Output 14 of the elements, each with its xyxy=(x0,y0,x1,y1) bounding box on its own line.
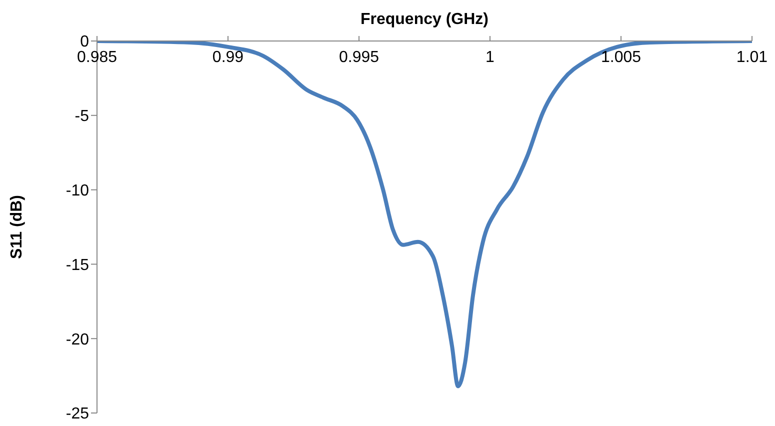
x-tick-label: 0.99 xyxy=(212,49,244,66)
x-tick-label: 0.995 xyxy=(338,49,380,66)
x-tick-label: 1.01 xyxy=(736,49,768,66)
x-tick-label: 1.005 xyxy=(600,49,642,66)
y-tick-label: -20 xyxy=(66,331,90,348)
y-tick-label: -5 xyxy=(74,108,90,126)
x-tick-label: 1 xyxy=(486,49,495,66)
x-tick-label: 0.985 xyxy=(76,49,118,66)
y-tick-label: -10 xyxy=(66,182,90,200)
y-axis-title: S11 (dB) xyxy=(8,194,26,260)
x-axis-title: Frequency (GHz) xyxy=(360,11,489,28)
y-tick-label: -25 xyxy=(66,406,90,423)
y-tick-label: 0 xyxy=(80,34,90,51)
y-tick-label: -15 xyxy=(66,256,90,274)
